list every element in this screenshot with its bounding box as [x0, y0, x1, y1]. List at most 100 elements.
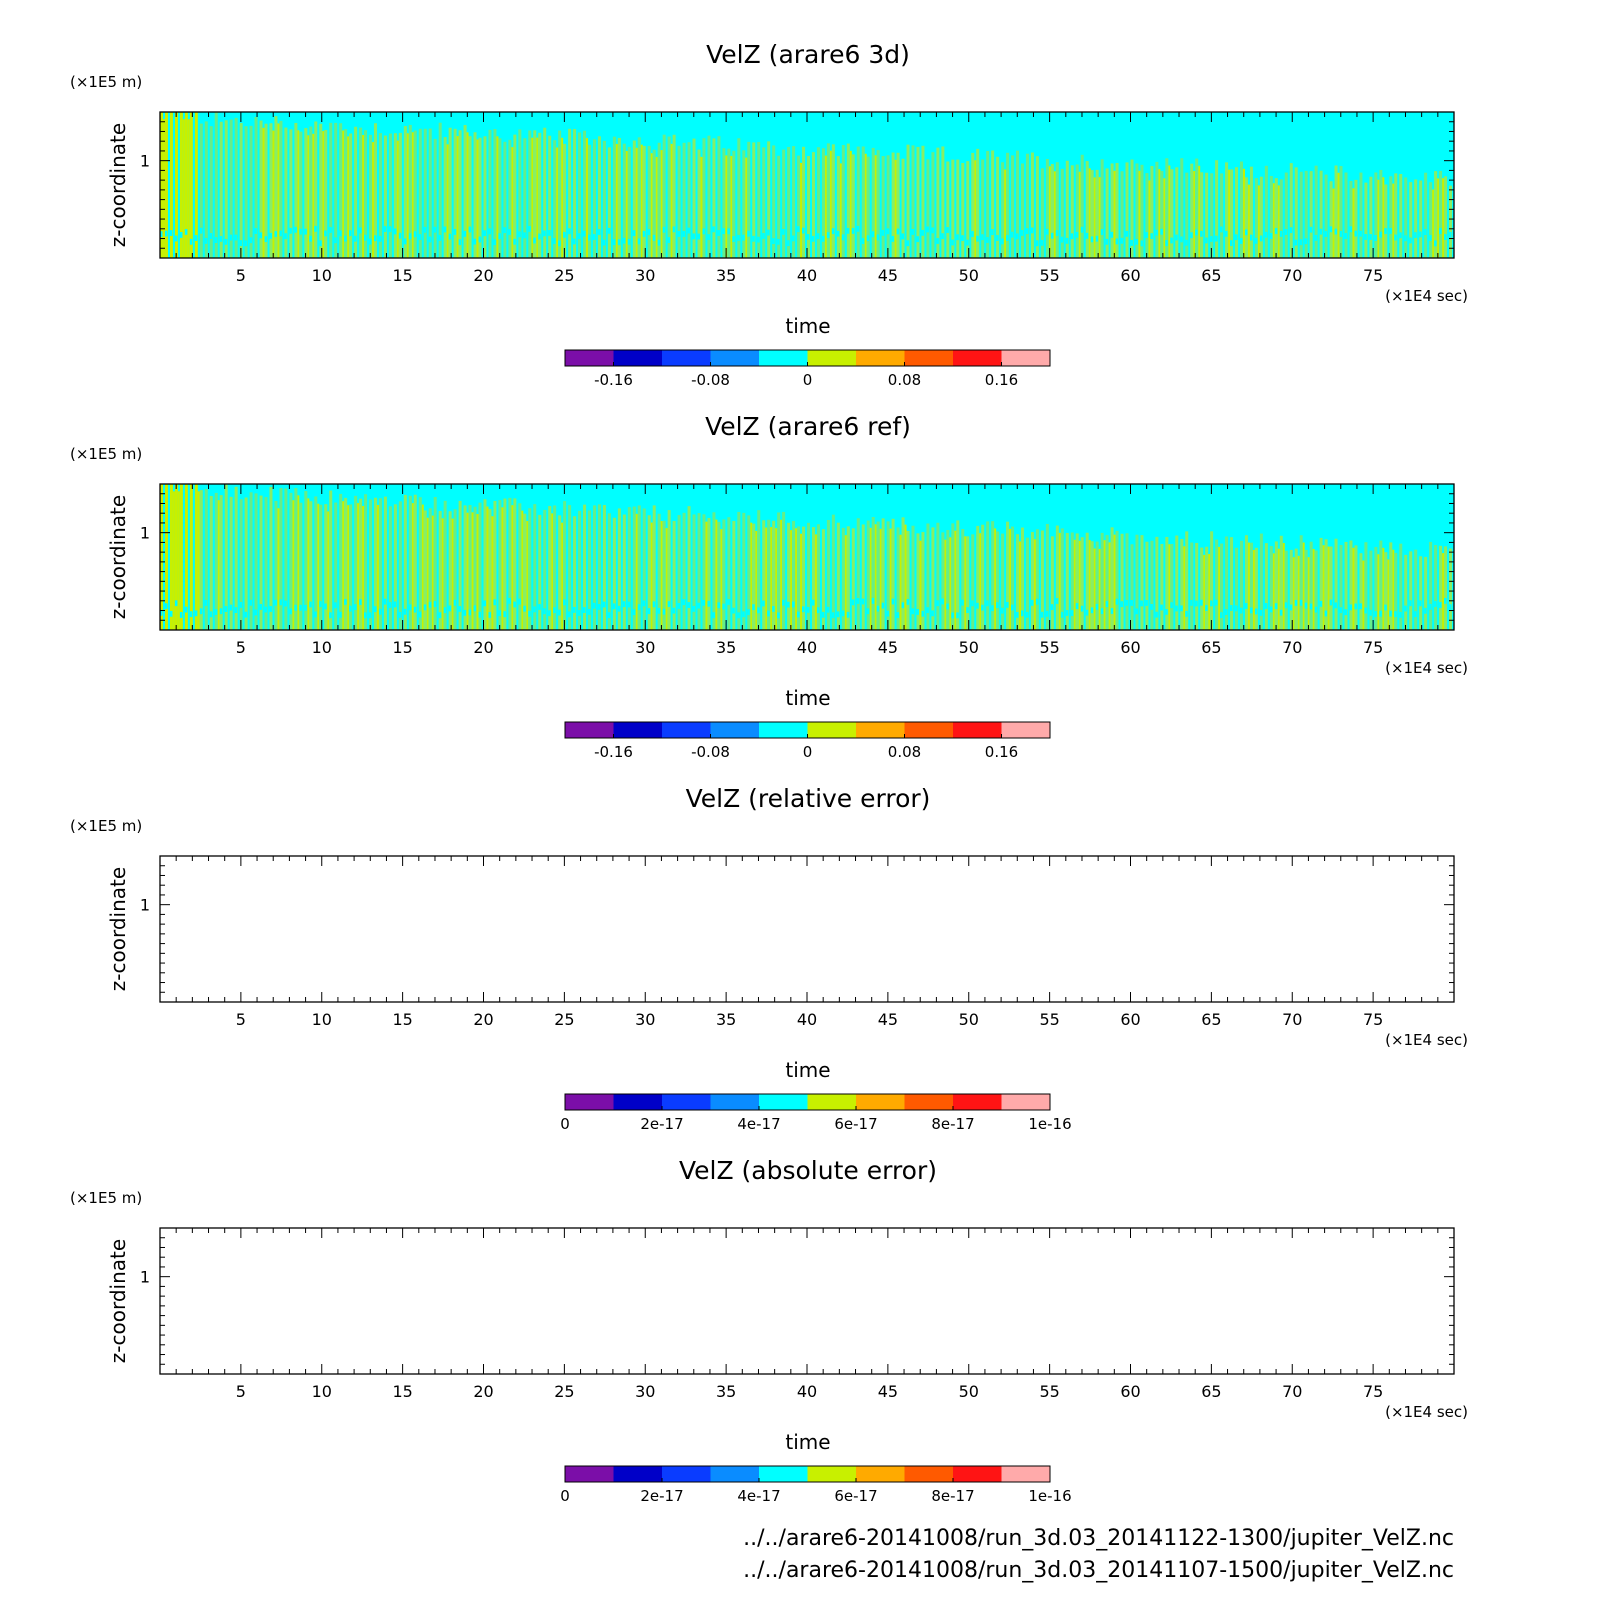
heatmap-column — [1080, 605, 1084, 612]
heatmap-column — [503, 227, 506, 234]
heatmap-column — [339, 123, 343, 258]
heatmap-column — [725, 155, 728, 258]
heatmap-column — [518, 129, 522, 258]
heatmap-column — [1220, 173, 1224, 258]
heatmap-column — [1244, 535, 1248, 630]
heatmap-column — [1205, 237, 1208, 244]
heatmap-column — [1055, 162, 1059, 258]
heatmap-column — [433, 138, 437, 258]
heatmap-column — [1021, 230, 1024, 236]
heatmap-column — [1130, 159, 1134, 258]
heatmap-column — [289, 129, 293, 258]
heatmap-column — [1185, 610, 1188, 617]
heatmap-column — [483, 600, 486, 607]
x-tick-label: 35 — [716, 1010, 736, 1029]
heatmap-column — [1239, 607, 1243, 614]
x-tick-label: 35 — [716, 1382, 736, 1401]
heatmap-column — [737, 511, 741, 630]
heatmap-column — [297, 130, 300, 258]
colorbar-tick-label: 0 — [560, 1487, 570, 1505]
heatmap-column — [966, 161, 970, 258]
heatmap-column — [1203, 554, 1206, 630]
heatmap-column — [224, 238, 228, 245]
heatmap-column — [1070, 165, 1074, 258]
x-axis-label: time — [785, 686, 830, 710]
y-tick-label: 1 — [140, 896, 150, 915]
heatmap-column — [936, 522, 940, 630]
heatmap-column — [660, 521, 663, 630]
x-tick-label: 25 — [554, 266, 574, 285]
heatmap-column — [1419, 600, 1422, 607]
heatmap-column — [602, 601, 606, 608]
heatmap-column — [1352, 547, 1355, 630]
heatmap-column — [1200, 599, 1203, 606]
heatmap-column — [1384, 184, 1388, 258]
heatmap-column — [1379, 540, 1383, 630]
heatmap-column — [1259, 235, 1263, 242]
heatmap-column — [1145, 541, 1149, 630]
colorbar-swatch — [953, 350, 1002, 366]
heatmap-column — [393, 504, 397, 630]
x-tick-label: 50 — [959, 638, 979, 657]
heatmap-column — [362, 505, 365, 630]
heatmap-column — [249, 599, 253, 606]
heatmap-column — [861, 524, 865, 630]
heatmap-column — [1329, 181, 1333, 258]
heatmap-column — [991, 229, 994, 236]
heatmap-column — [821, 529, 825, 630]
heatmap-column — [583, 130, 587, 258]
heatmap-column — [558, 130, 562, 258]
heatmap-column — [1279, 609, 1283, 616]
heatmap-column — [1337, 172, 1340, 258]
heatmap-column — [702, 599, 705, 606]
heatmap-column — [792, 146, 796, 258]
heatmap-column — [164, 112, 168, 258]
heatmap-column — [1369, 176, 1373, 258]
x-axis-label: time — [785, 1430, 830, 1454]
heatmap-column — [209, 233, 213, 239]
heatmap-column — [1050, 536, 1054, 630]
heatmap-column — [637, 238, 641, 245]
heatmap-column — [612, 136, 616, 258]
heatmap-column — [498, 610, 501, 617]
heatmap-column — [946, 161, 950, 258]
heatmap-column — [354, 126, 358, 258]
heatmap-column — [767, 141, 771, 258]
heatmap-column — [294, 488, 298, 630]
heatmap-column — [279, 230, 282, 237]
heatmap-column — [453, 229, 457, 235]
x-tick-label: 45 — [878, 1382, 898, 1401]
heatmap-column — [1125, 599, 1129, 606]
heatmap-column — [1254, 178, 1258, 258]
heatmap-column — [757, 141, 761, 258]
heatmap-column — [1060, 528, 1064, 630]
heatmap-column — [936, 147, 940, 258]
heatmap-column — [881, 518, 885, 630]
heatmap-column — [349, 133, 353, 258]
heatmap-column — [647, 608, 651, 615]
heatmap-column — [204, 599, 208, 606]
heatmap-column — [1294, 239, 1298, 246]
heatmap-column — [886, 228, 890, 235]
heatmap-column — [891, 152, 895, 258]
heatmap-column — [1314, 234, 1318, 241]
x-tick-label: 10 — [312, 1010, 332, 1029]
heatmap-column — [996, 156, 1000, 258]
heatmap-column — [473, 238, 477, 245]
y-unit-label: (×1E5 m) — [70, 73, 142, 91]
colorbar-swatch — [565, 350, 614, 366]
heatmap-column — [354, 235, 357, 242]
heatmap-column — [1384, 604, 1387, 611]
heatmap-column — [861, 238, 865, 245]
heatmap-column — [1113, 170, 1116, 258]
heatmap-column — [926, 607, 929, 614]
heatmap-column — [359, 498, 363, 630]
heatmap-column — [1279, 179, 1283, 258]
heatmap-column — [1011, 155, 1015, 258]
heatmap-column — [448, 605, 452, 612]
heatmap-column — [1045, 228, 1049, 235]
heatmap-column — [1075, 603, 1079, 609]
heatmap-column — [750, 522, 753, 630]
heatmap-column — [304, 128, 308, 258]
